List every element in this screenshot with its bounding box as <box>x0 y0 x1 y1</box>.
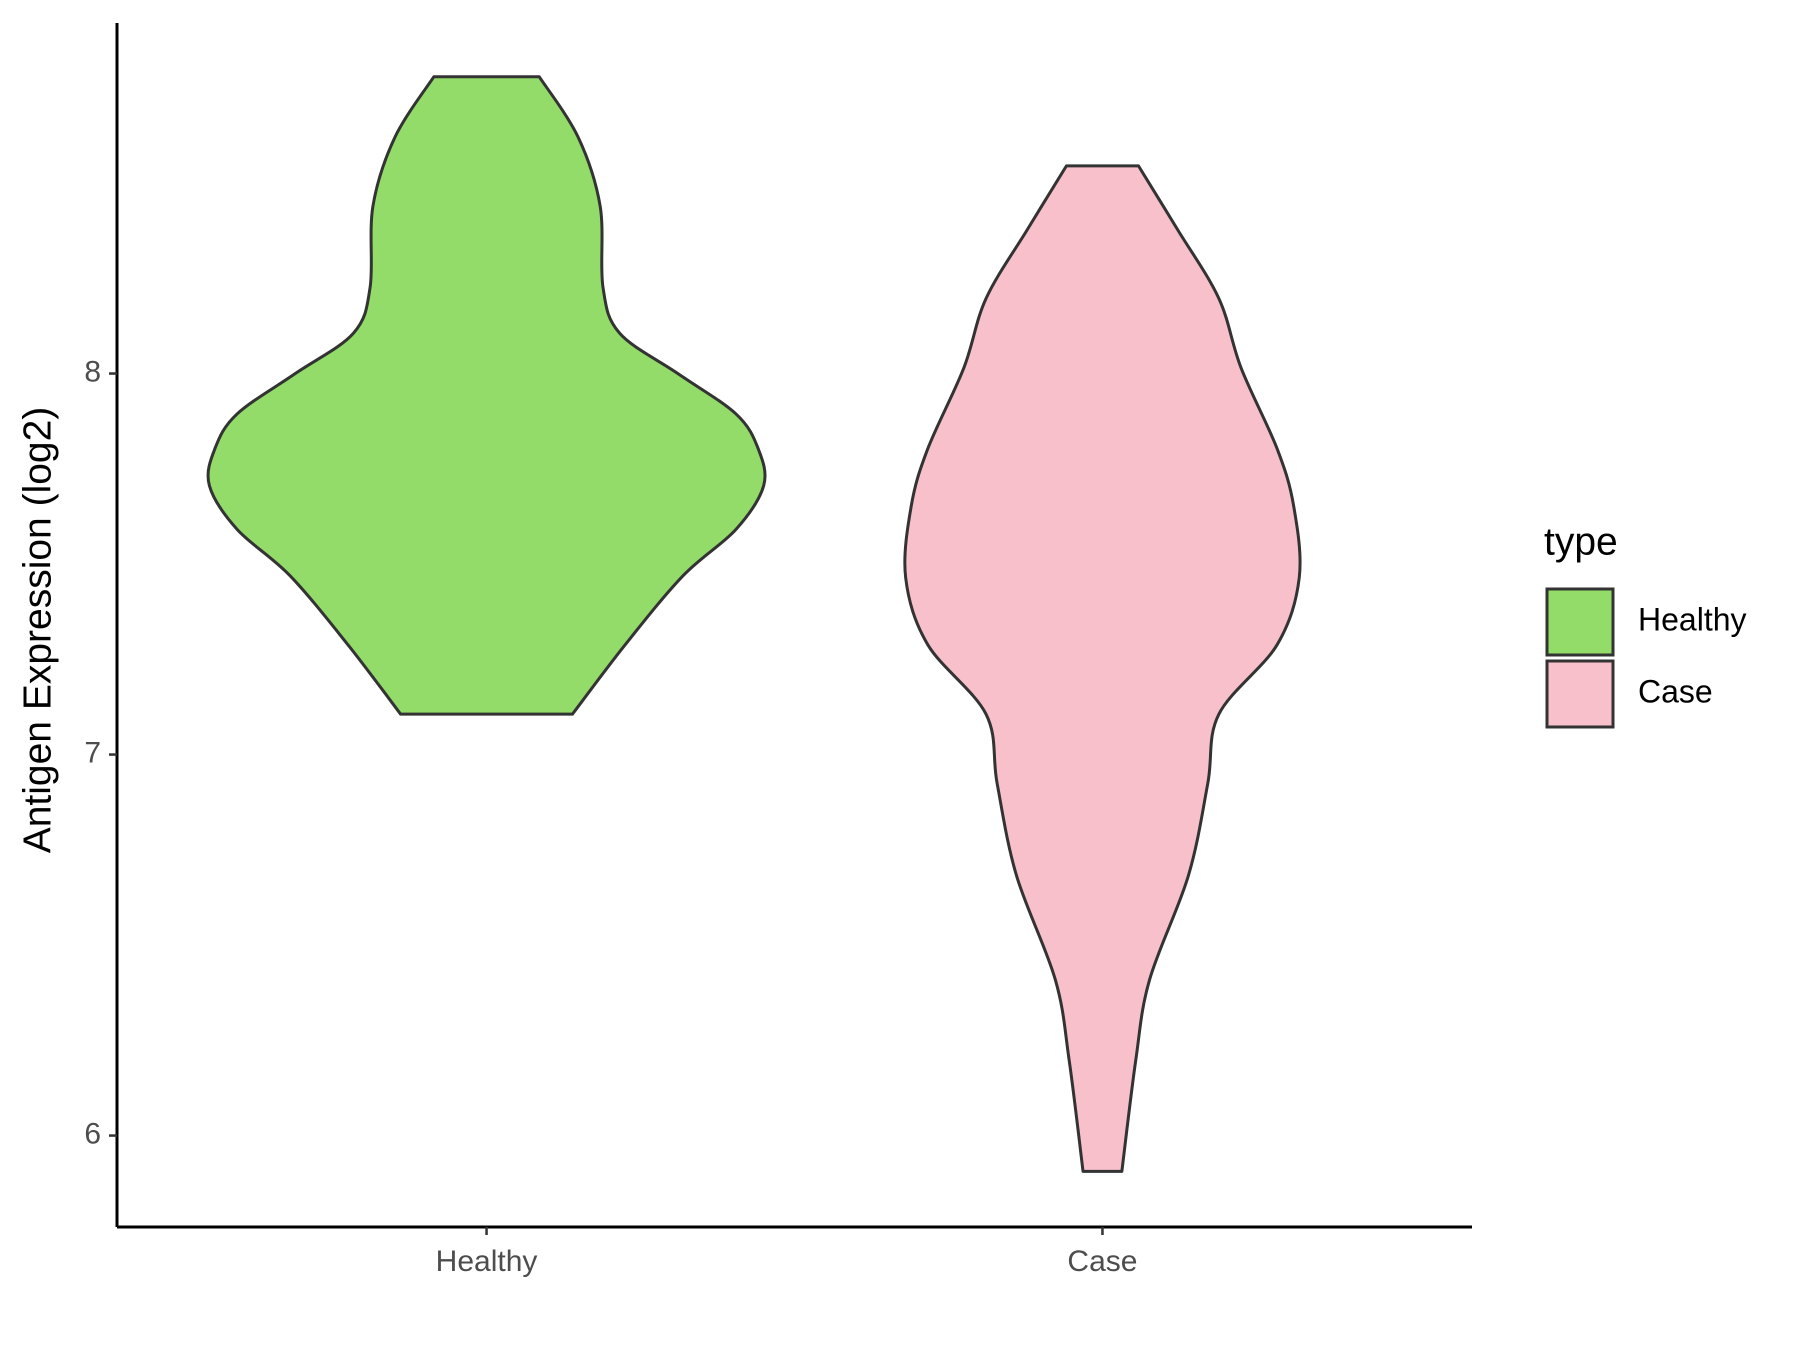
violin <box>206 75 767 716</box>
x-tick-label: Case <box>1067 1245 1137 1278</box>
legend-label: Healthy <box>1638 601 1747 637</box>
x-tick-label: Healthy <box>436 1245 538 1278</box>
legend-key <box>1545 659 1615 729</box>
y-axis-title: Antigen Expression (log2) <box>16 407 59 854</box>
violin <box>903 164 1302 1173</box>
legend-title: type <box>1544 520 1618 563</box>
legend-label: Case <box>1638 673 1713 709</box>
y-tick-label: 6 <box>84 1117 101 1150</box>
y-tick-label: 7 <box>84 736 101 769</box>
y-tick-label: 8 <box>84 355 101 388</box>
legend-key <box>1545 587 1615 657</box>
